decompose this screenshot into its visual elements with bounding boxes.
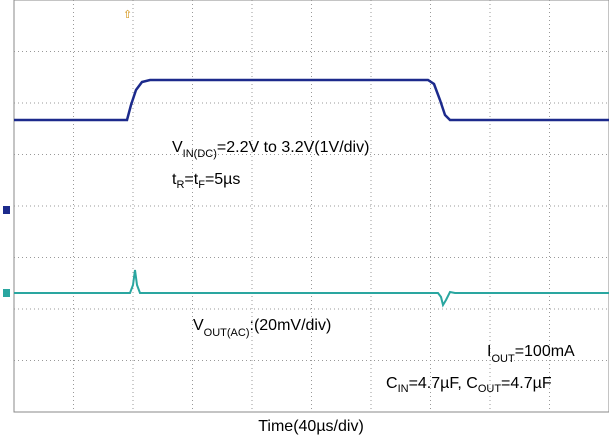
subscript: OUT(AC) bbox=[204, 327, 250, 339]
vin-label: VIN(DC)=2.2V to 3.2V(1V/div) bbox=[172, 139, 369, 160]
subscript: F bbox=[198, 179, 205, 191]
ch2-marker bbox=[3, 289, 10, 297]
subscript: IN bbox=[398, 383, 409, 395]
subscript: IN(DC) bbox=[183, 148, 217, 160]
text: :(20mV/div) bbox=[250, 317, 332, 334]
symbol: V bbox=[172, 139, 183, 156]
symbol: I bbox=[487, 343, 491, 360]
symbol: V bbox=[193, 317, 204, 334]
subscript: R bbox=[176, 179, 184, 191]
text: C bbox=[386, 375, 398, 392]
x-axis-label: Time(40µs/div) bbox=[258, 418, 364, 435]
subscript: OUT bbox=[478, 383, 502, 395]
vout-label: VOUT(AC):(20mV/div) bbox=[193, 317, 331, 339]
input-trace bbox=[14, 78, 609, 122]
caps-label: CIN=4.7µF, COUT=4.7µF bbox=[386, 375, 552, 395]
text: =4.7µF, C bbox=[409, 375, 478, 392]
subscript: OUT bbox=[491, 353, 515, 365]
output-trace bbox=[14, 269, 609, 308]
trigger-marker: ⇧ bbox=[123, 9, 132, 21]
grid bbox=[14, 0, 609, 412]
ch1-marker bbox=[3, 206, 10, 214]
text: =5µs bbox=[205, 171, 240, 188]
text: =4.7µF bbox=[501, 375, 552, 392]
text: t bbox=[172, 171, 177, 188]
rise-label: tR=tF=5µs bbox=[172, 171, 240, 191]
iout-label: IOUT=100mA bbox=[487, 343, 575, 365]
text: =t bbox=[184, 171, 198, 188]
text: =100mA bbox=[515, 343, 575, 360]
text: =2.2V to 3.2V(1V/div) bbox=[217, 139, 370, 156]
